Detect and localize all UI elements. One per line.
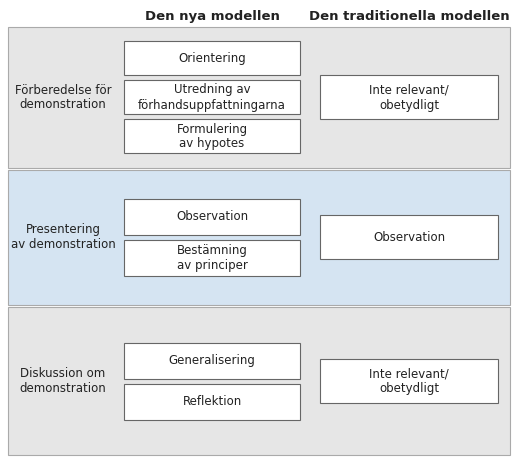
Text: Inte relevant/
obetydligt: Inte relevant/ obetydligt [369,367,449,395]
Text: Generalisering: Generalisering [168,354,255,367]
Text: Reflektion: Reflektion [182,395,241,408]
Bar [320,359,498,403]
Bar [8,170,510,305]
Text: Diskussion om
demonstration: Diskussion om demonstration [20,367,106,395]
Bar [124,199,300,235]
Text: Formulering
av hypotes: Formulering av hypotes [177,122,248,151]
Text: Förberedelse för
demonstration: Förberedelse för demonstration [15,84,111,112]
Bar [124,343,300,379]
Bar [124,384,300,419]
Text: Utredning av
förhandsuppfattningarna: Utredning av förhandsuppfattningarna [138,84,286,112]
Bar [8,307,510,455]
Text: Orientering: Orientering [178,52,246,65]
Bar [124,240,300,276]
Text: Presentering
av demonstration: Presentering av demonstration [11,224,116,252]
Text: Den traditionella modellen: Den traditionella modellen [309,11,509,24]
Text: Den nya modellen: Den nya modellen [145,11,279,24]
Text: Observation: Observation [373,231,445,244]
Text: Inte relevant/
obetydligt: Inte relevant/ obetydligt [369,84,449,112]
Bar [124,120,300,153]
Text: Observation: Observation [176,211,248,224]
Bar [320,215,498,259]
Bar [8,27,510,168]
Bar [124,41,300,75]
Bar [320,75,498,120]
Bar [124,80,300,114]
Text: Bestämning
av principer: Bestämning av principer [177,244,248,272]
